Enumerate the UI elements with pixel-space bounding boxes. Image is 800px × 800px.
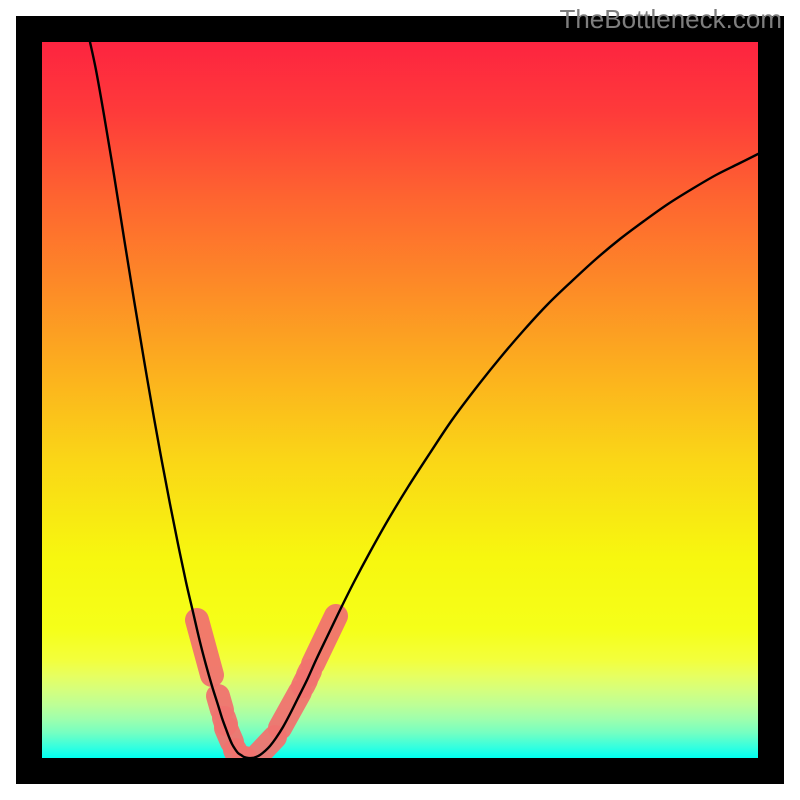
bottleneck-chart	[0, 0, 800, 800]
plot-background	[42, 42, 758, 758]
watermark-text: TheBottleneck.com	[559, 4, 782, 35]
